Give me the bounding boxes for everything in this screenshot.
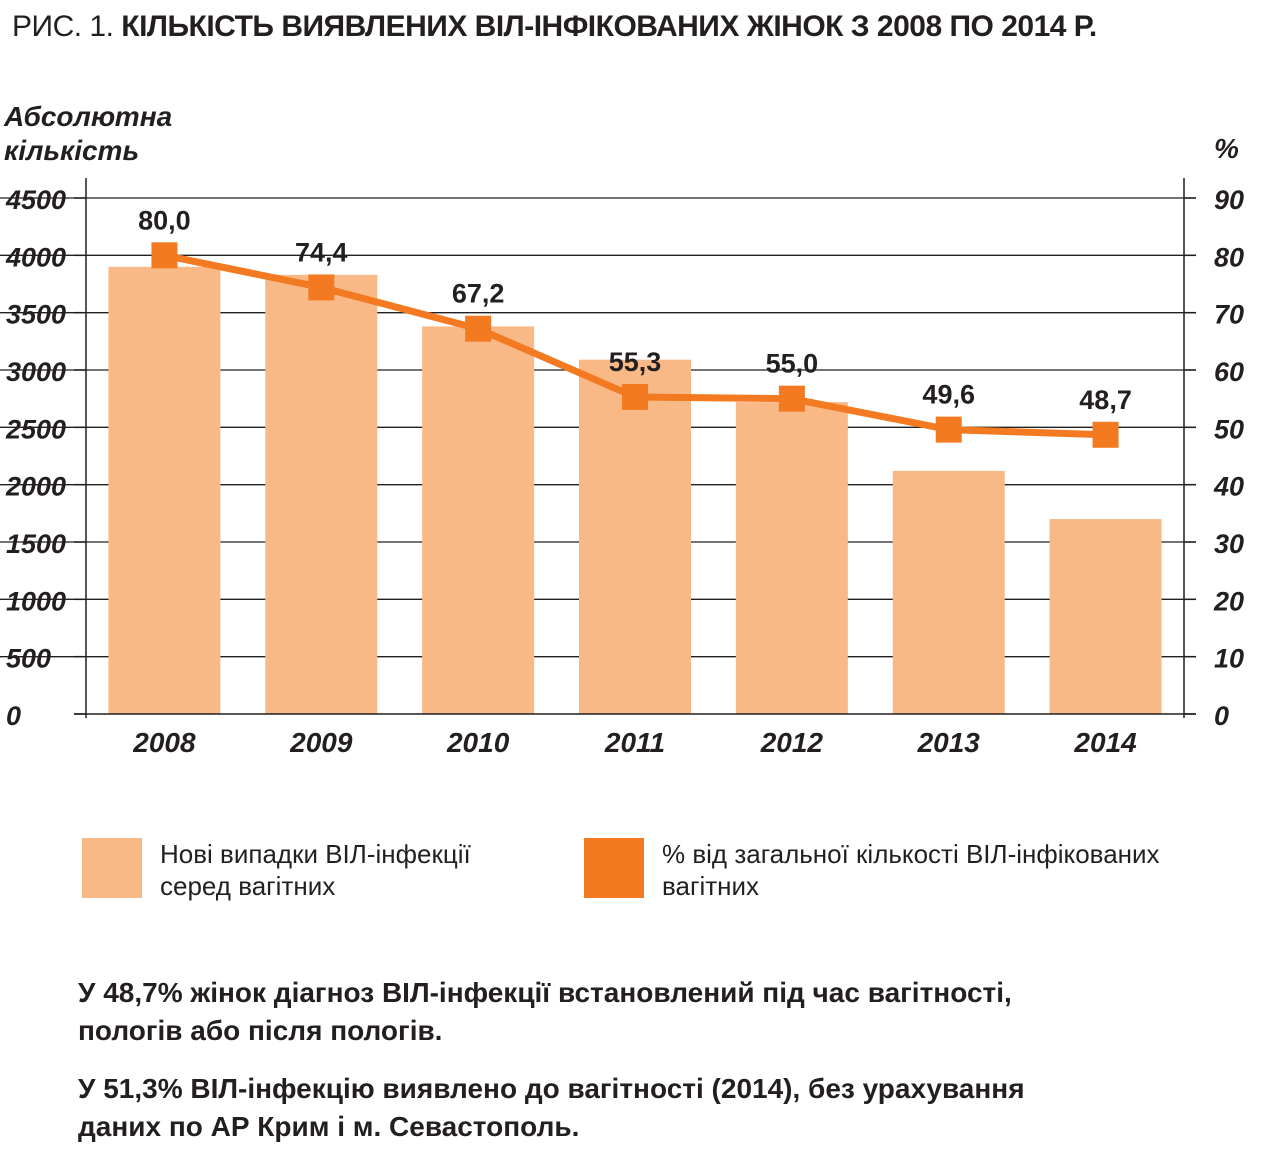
note-1-line1: У 48,7% жінок діагноз ВІЛ-інфекції встан… [78, 977, 1012, 1008]
right-tick-label: 40 [1213, 472, 1244, 502]
bar-2011 [579, 359, 691, 714]
right-tick-label: 50 [1214, 414, 1244, 444]
percent-marker-2010 [465, 315, 492, 342]
right-axis-title: % [1214, 133, 1239, 164]
x-tick-label: 2011 [604, 727, 665, 758]
bar-2012 [735, 402, 848, 714]
bar-2009 [265, 274, 378, 714]
line-series: 80,0 74,4 67,2 55,3 55,0 49,6 48,7 [138, 205, 1132, 448]
percent-marker-2009 [308, 274, 335, 301]
data-label-2008: 80,0 [138, 205, 191, 235]
data-label-2009: 74,4 [295, 237, 348, 267]
note-2: У 51,3% ВІЛ-інфекцію виявлено до вагітно… [78, 1070, 1238, 1146]
data-label-2012: 55,0 [766, 349, 819, 379]
bar-2010 [422, 326, 535, 714]
legend-bar-label-line1: Нові випадки ВІЛ-інфекції [160, 839, 471, 869]
legend-bar-label-line2: серед вагітних [160, 871, 336, 901]
x-tick-label: 2010 [446, 727, 510, 758]
x-tick-label: 2008 [132, 727, 196, 758]
legend-line-label: % від загальної кількості ВІЛ-інфіковани… [662, 838, 1160, 902]
left-tick-label: 4000 [5, 242, 66, 272]
left-axis-title-line2: кількість [4, 135, 140, 166]
figure-title-text: КІЛЬКІСТЬ ВИЯВЛЕНИХ ВІЛ-ІНФІКОВАНИХ ЖІНО… [121, 10, 1097, 43]
percent-marker-2008 [151, 242, 178, 269]
combo-chart: 80,074,467,255,3 55,049,6 48,7 05001000150… [0, 178, 1244, 758]
data-label-2011: 55,3 [609, 347, 662, 377]
percent-marker-2011 [622, 383, 648, 410]
right-tick-label: 30 [1214, 529, 1244, 559]
bar-series [108, 266, 1162, 714]
percent-marker-2014 [1092, 421, 1119, 448]
right-tick-label: 80 [1214, 242, 1244, 272]
data-label-2013: 49,6 [922, 380, 975, 410]
legend-line-label-line2: вагітних [662, 871, 760, 901]
legend-bar-item: Нові випадки ВІЛ-інфекції серед вагітних [82, 838, 471, 902]
axes [74, 178, 1196, 718]
legend-bar-label: Нові випадки ВІЛ-інфекції серед вагітних [160, 838, 471, 902]
left-axis-title-line1: Абсолютна [4, 101, 173, 132]
legend-line-item: % від загальної кількості ВІЛ-інфіковани… [584, 838, 1160, 902]
right-tick-label: 0 [1214, 701, 1229, 731]
bar-2013 [892, 470, 1005, 714]
right-tick-label: 70 [1214, 300, 1244, 330]
legend-bar-swatch [82, 838, 142, 898]
left-tick-label: 3500 [6, 300, 66, 330]
right-tick-label: 10 [1214, 644, 1244, 674]
legend-line-label-line1: % від загальної кількості ВІЛ-інфіковани… [662, 839, 1160, 869]
left-tick-label: 3000 [6, 357, 66, 387]
right-tick-label: 20 [1213, 586, 1244, 616]
bar-2008 [108, 266, 221, 714]
percent-marker-2013 [935, 416, 962, 443]
note-1-line2: пологів або після пологів. [78, 1015, 443, 1046]
right-tick-label: 90 [1214, 185, 1244, 215]
figure-number: РИС. 1. [12, 10, 114, 43]
x-tick-label: 2014 [1073, 727, 1137, 758]
tick-labels: 0 500 1000 1500 2000 2500 3000 3500 4000 4500 0 10 2… [5, 185, 1244, 758]
figure-title: РИС. 1. КІЛЬКІСТЬ ВИЯВЛЕНИХ ВІЛ-ІНФІКОВА… [12, 10, 1097, 44]
note-2-line2: даних по АР Крим і м. Севастополь. [78, 1111, 580, 1142]
percent-marker-2012 [778, 385, 805, 412]
x-tick-label: 2013 [917, 727, 981, 758]
data-label-2010: 67,2 [452, 279, 505, 309]
left-tick-label: 4500 [5, 185, 66, 215]
left-tick-label: 1500 [6, 529, 66, 559]
left-axis-title: Абсолютна кількість [4, 100, 172, 168]
note-2-line1: У 51,3% ВІЛ-інфекцію виявлено до вагітно… [78, 1073, 1025, 1104]
left-tick-label: 500 [6, 644, 51, 674]
left-tick-label: 2000 [5, 472, 66, 502]
left-tick-label: 0 [6, 701, 21, 731]
left-tick-label: 1000 [6, 586, 66, 616]
note-1: У 48,7% жінок діагноз ВІЛ-інфекції встан… [78, 974, 1238, 1050]
data-label-2014: 48,7 [1079, 385, 1132, 415]
legend-line-swatch [584, 838, 644, 898]
x-tick-label: 2012 [760, 727, 824, 758]
bar-2014 [1049, 519, 1162, 714]
x-tick-label: 2009 [289, 727, 353, 758]
left-tick-label: 2500 [5, 414, 66, 444]
right-tick-label: 60 [1214, 357, 1244, 387]
